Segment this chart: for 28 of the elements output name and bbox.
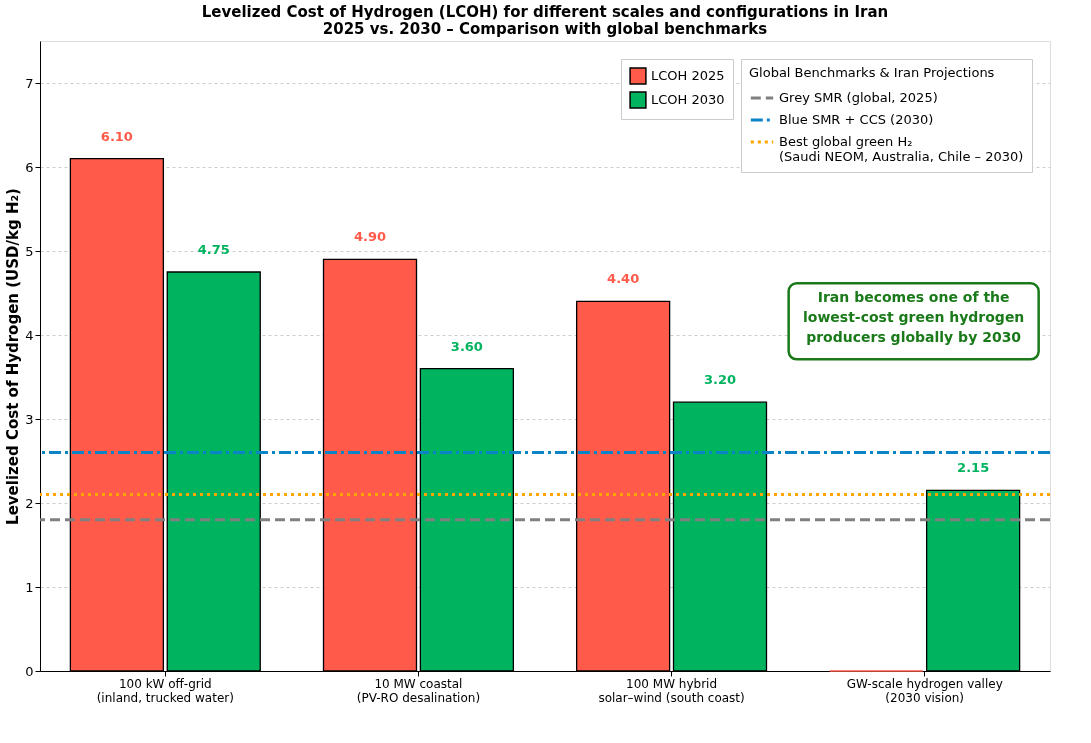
data-label: 2.15 [957,460,990,476]
x-tick-label: 100 kW off-grid (inland, trucked water) [96,676,234,705]
data-label: 3.60 [450,338,483,354]
x-tick-label: GW-scale hydrogen valley (2030 vision) [846,676,1003,705]
y-tick-label: 6 [25,159,34,175]
data-label: 4.90 [353,229,387,245]
annotation: Iran becomes one of the lowest-cost green hydrogen producers globally by 2030 [802,289,1025,346]
x-tick-label: 10 MW coastal (PV-RO desalination) [356,676,481,705]
data-label: 4.40 [607,271,640,287]
legend-title: Global Benchmarks & Iran Projections [749,65,995,80]
legend-label: Grey SMR (global, 2025) [779,90,938,105]
y-axis-title: Levelized Cost of Hydrogen (USD/kg H₂) [4,188,23,525]
legend-label: Blue SMR + CCS (2030) [779,112,934,127]
legend-label: LCOH 2025 [651,68,725,83]
y-tick-label: 1 [25,579,34,595]
y-tick-label: 3 [25,411,34,427]
data-label: 4.75 [197,242,230,257]
y-tick-label: 2 [25,495,34,511]
y-tick-label: 0 [25,663,34,679]
data-label: 6.10 [100,128,133,144]
y-tick-label: 5 [25,243,34,259]
y-tick-label: 4 [25,327,34,343]
x-tick-label: 100 MW hybrid solar–wind (south coast) [598,676,745,705]
data-label: 3.20 [703,372,737,388]
y-tick-label: 7 [25,75,34,91]
chart-title: Levelized Cost of Hydrogen (LCOH) for different scales and configurations in Iran 2025 vs. 2030 – Comparison with global benchmarks [201,3,889,38]
legend-label: Best global green H₂ (Saudi NEOM, Australia, Chile – 2030) [779,134,1024,164]
legend-label: LCOH 2030 [651,92,725,107]
